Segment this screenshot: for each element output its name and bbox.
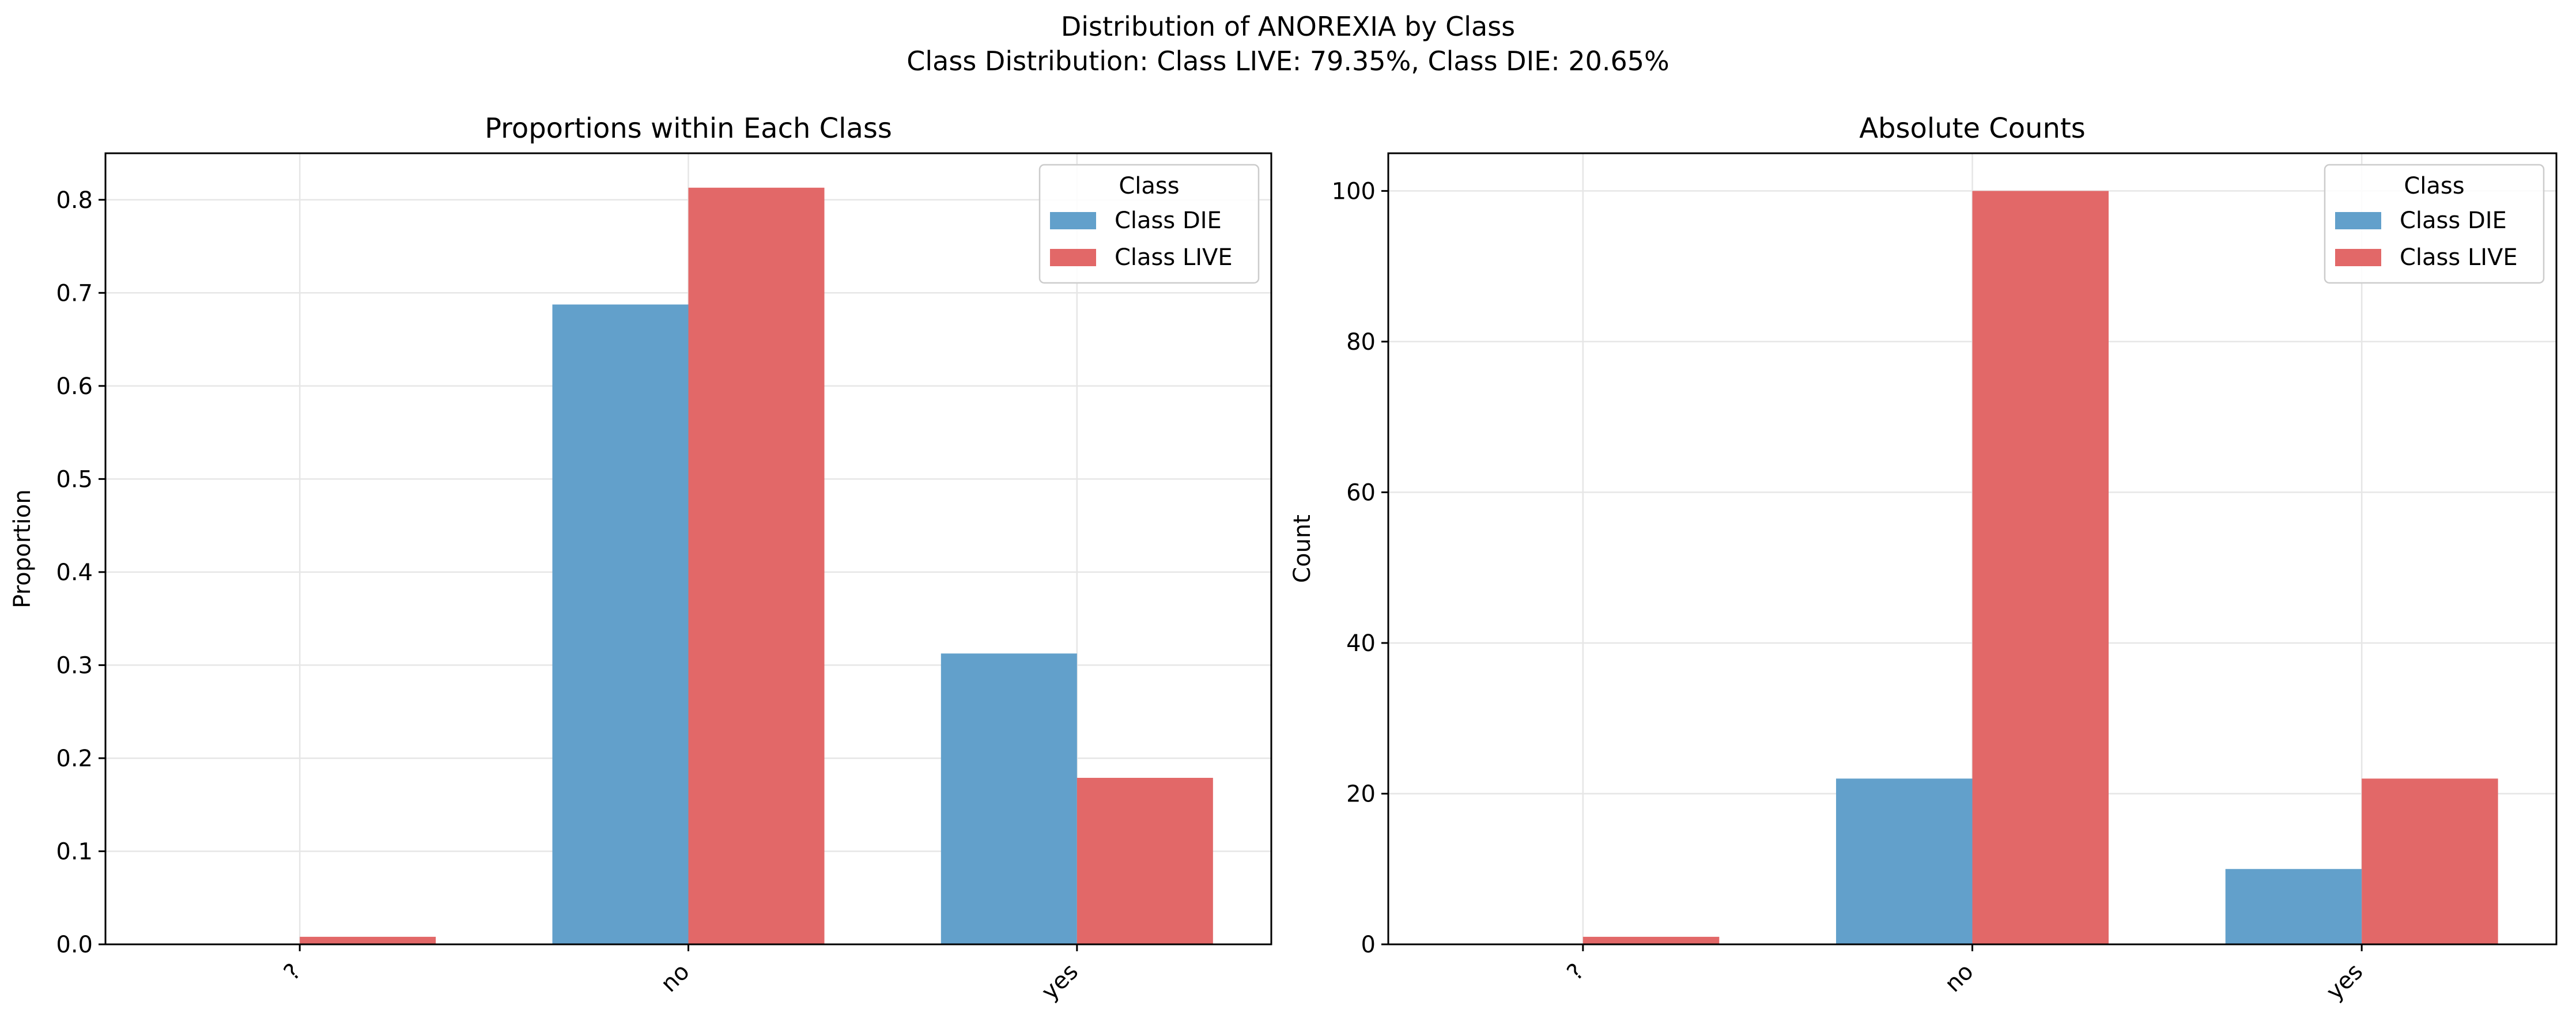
figure-subtitle: Class Distribution: Class LIVE: 79.35%, … bbox=[906, 46, 1669, 77]
y-tick-label: 60 bbox=[1346, 479, 1376, 506]
bar-class-die-2 bbox=[940, 653, 1077, 944]
legend-swatch bbox=[1050, 212, 1096, 229]
bar-class-live-1 bbox=[1972, 191, 2109, 944]
y-tick-label: 100 bbox=[1332, 178, 1376, 205]
x-tick-label: no bbox=[656, 958, 695, 997]
legend: Class Class DIE Class LIVE bbox=[2324, 164, 2545, 284]
chart-title: Absolute Counts bbox=[1859, 112, 2086, 145]
y-tick-label: 40 bbox=[1346, 630, 1376, 657]
bar-class-die-1 bbox=[1836, 778, 1973, 944]
bar-class-die-1 bbox=[552, 304, 689, 944]
bar-class-live-0 bbox=[1582, 936, 1720, 944]
y-tick-label: 0.8 bbox=[56, 187, 93, 214]
legend-swatch bbox=[2335, 212, 2381, 229]
y-tick-label: 0.0 bbox=[56, 932, 93, 958]
x-tick-label: yes bbox=[2321, 958, 2368, 1005]
legend-entry: Class DIE bbox=[2400, 207, 2507, 234]
y-tick-label: 0.2 bbox=[56, 746, 93, 772]
legend-swatch bbox=[1050, 249, 1096, 266]
y-axis-label: Proportion bbox=[9, 489, 36, 608]
y-tick-label: 0.6 bbox=[56, 373, 93, 400]
y-axis-label: Count bbox=[1289, 515, 1316, 583]
bar-class-live-1 bbox=[688, 187, 825, 944]
legend-entry: Class LIVE bbox=[1115, 244, 1233, 271]
x-tick-label: yes bbox=[1037, 958, 1083, 1005]
proportions-chart: 0.0 0.1 0.2 0.3 0.4 0.5 0.6 0.7 0.8? no yes Proport… bbox=[9, 112, 1272, 1005]
bar-class-live-0 bbox=[300, 936, 436, 944]
y-tick-label: 0.3 bbox=[56, 652, 93, 679]
y-tick-label: 0.1 bbox=[56, 838, 93, 865]
y-tick-label: 0.7 bbox=[56, 280, 93, 307]
legend-entry: Class LIVE bbox=[2400, 244, 2518, 271]
legend-title: Class bbox=[1119, 173, 1179, 199]
y-tick-label: 0.5 bbox=[56, 466, 93, 493]
y-tick-label: 20 bbox=[1346, 781, 1376, 807]
figure-title: Distribution of ANOREXIA by Class bbox=[1061, 11, 1515, 42]
x-tick-label: ? bbox=[279, 958, 307, 986]
bar-class-die-2 bbox=[2225, 869, 2362, 944]
legend: Class Class DIE Class LIVE bbox=[1038, 164, 1260, 284]
x-tick-label: no bbox=[1940, 958, 1979, 997]
legend-title: Class bbox=[2404, 173, 2464, 199]
legend-entry: Class DIE bbox=[1115, 207, 1222, 234]
counts-chart: 0 20 40 60 80 100? no yes Absolute Counts Count Cl… bbox=[1289, 112, 2558, 1005]
bar-class-live-2 bbox=[1077, 778, 1213, 944]
x-tick-label: ? bbox=[1562, 958, 1589, 986]
chart-title: Proportions within Each Class bbox=[485, 112, 892, 145]
y-tick-label: 0 bbox=[1361, 932, 1376, 958]
y-tick-label: 0.4 bbox=[56, 559, 93, 586]
bar-class-live-2 bbox=[2362, 778, 2498, 944]
legend-swatch bbox=[2335, 249, 2381, 266]
y-tick-label: 80 bbox=[1346, 329, 1376, 355]
